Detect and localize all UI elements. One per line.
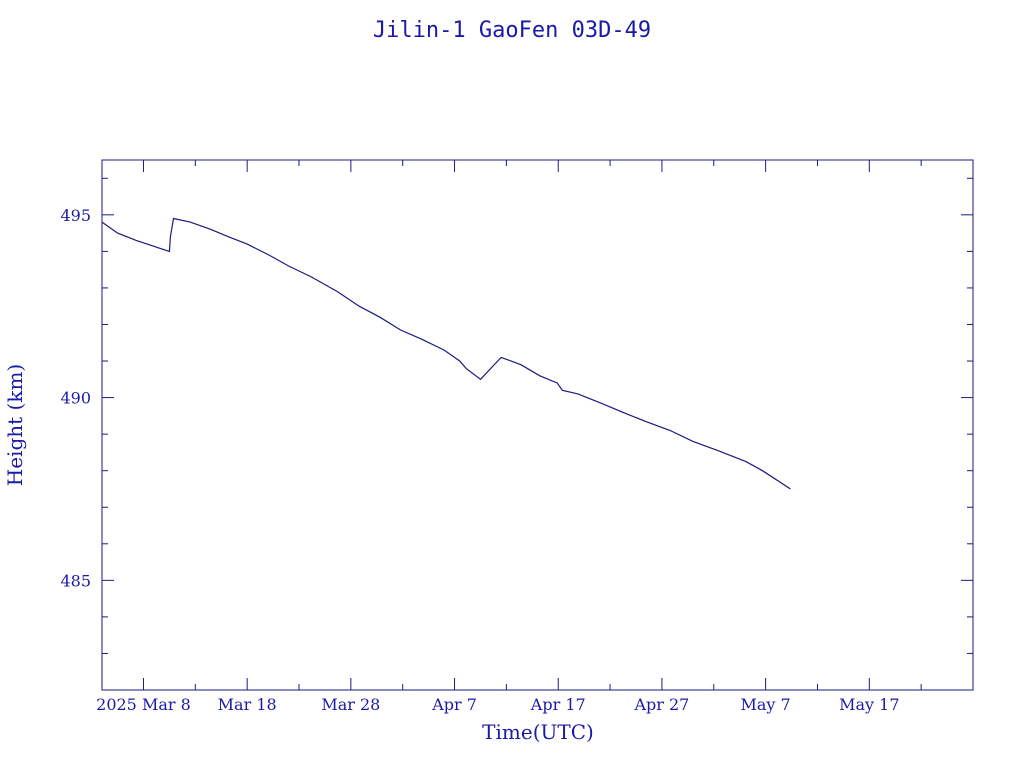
x-tick-label: Mar 28 — [321, 695, 380, 714]
x-tick-label: 2025 Mar 8 — [96, 695, 191, 714]
x-tick-label: Mar 18 — [218, 695, 277, 714]
height-series-line — [101, 217, 791, 490]
y-tick-label: 485 — [60, 571, 91, 590]
axis-ticks — [102, 160, 973, 691]
y-tick-label: 495 — [60, 206, 91, 225]
x-tick-label: Apr 27 — [633, 695, 689, 714]
x-tick-label: May 17 — [839, 695, 899, 714]
x-tick-label: Apr 7 — [431, 695, 477, 714]
y-axis-label: Height (km) — [3, 364, 27, 486]
y-tick-label: 490 — [60, 389, 91, 408]
x-tick-label: May 7 — [741, 695, 791, 714]
axis-tick-labels: 485 490 495 2025 Mar 8 Mar 18 Mar 28 Apr 7 Apr … — [60, 206, 899, 714]
plot-frame — [101, 159, 974, 691]
chart-title: Jilin-1 GaoFen 03D-49 — [373, 18, 651, 43]
x-axis-label: Time(UTC) — [482, 720, 594, 744]
x-tick-label: Apr 17 — [530, 695, 586, 714]
